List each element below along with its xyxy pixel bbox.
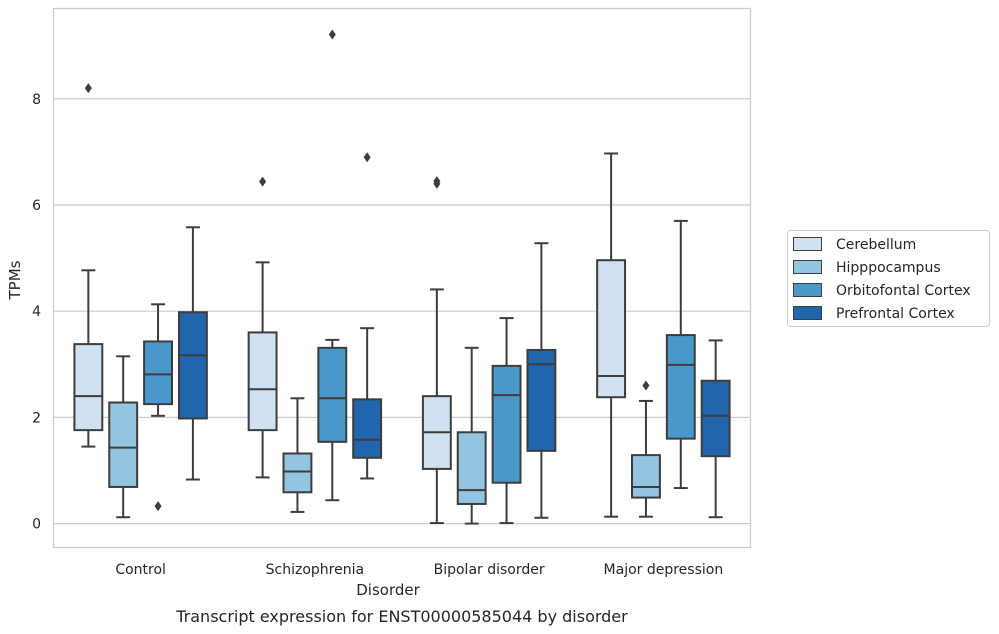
box-0-1 — [108, 355, 139, 519]
plot-frame — [52, 7, 752, 549]
box-3-2 — [665, 219, 696, 490]
box-1-3 — [352, 152, 383, 480]
box-1-1 — [282, 397, 313, 513]
box-1-2 — [317, 29, 348, 502]
box-0-3 — [177, 226, 208, 481]
box-3-0 — [596, 152, 627, 518]
box-body — [596, 259, 627, 399]
box-1-0 — [247, 176, 278, 479]
legend: Cerebellum Hipppocampus Orbitofontal Corte… — [787, 230, 990, 327]
legend-swatch — [793, 283, 822, 297]
chart-caption: Transcript expression for ENST0000058504… — [175, 607, 628, 626]
box-body — [700, 379, 731, 458]
box-body — [247, 331, 278, 432]
y-tick-label: 6 — [32, 198, 41, 214]
y-tick-label: 4 — [32, 304, 41, 320]
legend-swatch — [793, 237, 822, 251]
x-tick-label: Bipolar disorder — [434, 562, 545, 578]
box-0-0 — [73, 83, 104, 448]
box-body — [456, 431, 487, 505]
box-3-1 — [631, 380, 661, 518]
box-body — [143, 340, 173, 406]
box-body — [665, 334, 696, 440]
y-tick-label: 2 — [32, 410, 41, 426]
x-axis-label: Disorder — [356, 581, 420, 599]
outlier-point — [84, 83, 92, 94]
box-3-3 — [700, 339, 731, 519]
box-2-0 — [421, 176, 452, 525]
box-body — [491, 364, 522, 484]
box-body — [73, 343, 104, 432]
box-body — [352, 398, 383, 459]
x-tick-labels: Control Schizophrenia Bipolar disorder Majo… — [115, 562, 723, 578]
outlier-point — [642, 380, 650, 391]
grid-layer — [53, 98, 751, 525]
x-tick-label: Schizophrenia — [266, 562, 364, 578]
outlier-point — [363, 152, 371, 163]
box-layer — [73, 29, 731, 525]
outlier-point — [328, 29, 336, 40]
legend-frame — [787, 230, 990, 327]
y-axis-label: TPMs — [6, 260, 24, 300]
box-body — [317, 346, 348, 443]
y-tick-label: 8 — [32, 92, 41, 108]
box-2-1 — [456, 346, 487, 525]
legend-label: Prefrontal Cortex — [836, 306, 955, 322]
outlier-point — [433, 176, 441, 187]
y-tick-label: 0 — [32, 517, 41, 533]
legend-swatch — [793, 306, 822, 320]
legend-swatch — [793, 260, 822, 274]
box-2-3 — [526, 242, 557, 519]
box-body — [526, 348, 557, 452]
box-body — [631, 454, 661, 499]
legend-label: Cerebellum — [836, 237, 916, 253]
legend-label: Orbitofontal Cortex — [836, 283, 971, 299]
box-2-2 — [491, 317, 522, 525]
outlier-point — [154, 501, 162, 512]
x-tick-label: Control — [115, 562, 166, 578]
y-tick-labels: 0 2 4 6 8 — [32, 92, 41, 533]
box-body — [177, 311, 208, 420]
box-body — [282, 452, 313, 494]
box-0-2 — [143, 303, 173, 512]
outlier-point — [259, 176, 267, 187]
x-tick-label: Major depression — [604, 562, 724, 578]
box-body — [108, 401, 139, 488]
legend-label: Hipppocampus — [836, 260, 941, 276]
